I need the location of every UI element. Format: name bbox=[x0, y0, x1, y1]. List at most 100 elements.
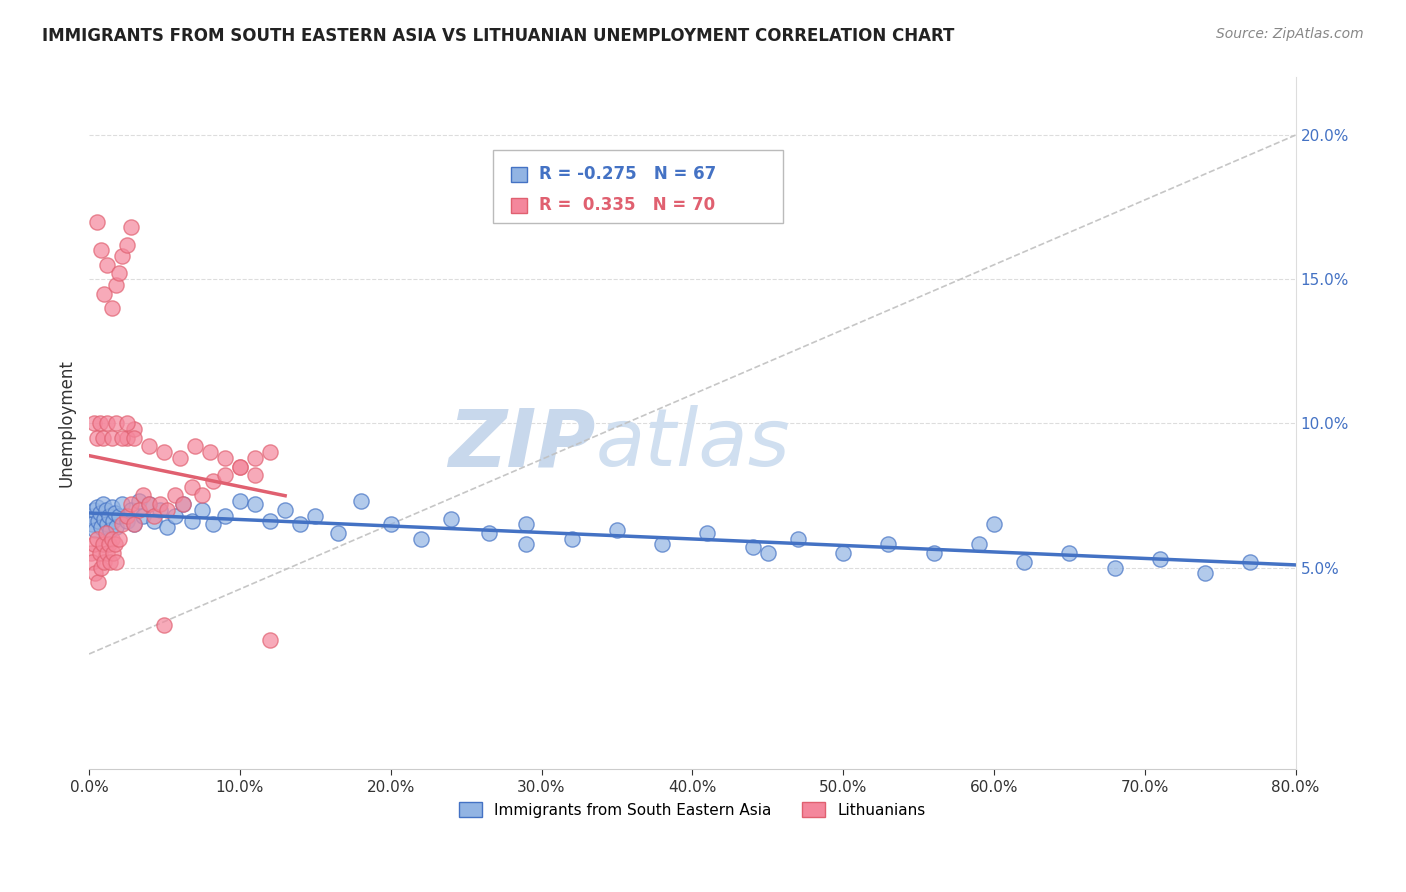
Point bbox=[115, 508, 138, 523]
Point bbox=[93, 511, 115, 525]
Point bbox=[80, 555, 103, 569]
Point bbox=[229, 459, 252, 474]
Point bbox=[138, 497, 160, 511]
Point bbox=[79, 546, 101, 560]
Point bbox=[105, 555, 128, 569]
Point bbox=[111, 249, 134, 263]
Point bbox=[79, 508, 101, 523]
Point bbox=[120, 220, 142, 235]
Point bbox=[89, 506, 111, 520]
Point bbox=[983, 517, 1005, 532]
Point bbox=[93, 555, 115, 569]
Point bbox=[84, 566, 107, 581]
Point bbox=[87, 574, 110, 589]
Point bbox=[132, 488, 155, 502]
Point bbox=[696, 525, 718, 540]
Point bbox=[169, 450, 191, 465]
Point bbox=[97, 537, 120, 551]
Point bbox=[100, 431, 122, 445]
Point bbox=[96, 546, 118, 560]
Point bbox=[156, 503, 179, 517]
Point bbox=[1239, 555, 1261, 569]
Point bbox=[651, 537, 673, 551]
Point bbox=[201, 517, 224, 532]
Point bbox=[922, 546, 945, 560]
Point bbox=[111, 517, 134, 532]
Point bbox=[89, 417, 111, 431]
Point bbox=[229, 494, 252, 508]
Point bbox=[80, 517, 103, 532]
Point bbox=[180, 480, 202, 494]
Point bbox=[115, 515, 138, 529]
Point bbox=[606, 523, 628, 537]
Point bbox=[478, 525, 501, 540]
Point bbox=[380, 517, 402, 532]
Point bbox=[91, 497, 114, 511]
Point bbox=[132, 508, 155, 523]
Point bbox=[163, 508, 186, 523]
Point bbox=[83, 503, 105, 517]
Point bbox=[86, 214, 108, 228]
Point bbox=[124, 517, 146, 532]
Point bbox=[128, 494, 150, 508]
Point bbox=[191, 503, 214, 517]
Point bbox=[100, 500, 122, 514]
Point bbox=[153, 618, 176, 632]
FancyBboxPatch shape bbox=[494, 150, 783, 223]
Point bbox=[103, 515, 125, 529]
Point bbox=[94, 503, 117, 517]
Point bbox=[741, 541, 763, 555]
Point bbox=[877, 537, 900, 551]
Point bbox=[83, 537, 105, 551]
Point bbox=[103, 546, 125, 560]
Point bbox=[124, 517, 146, 532]
Point bbox=[149, 497, 172, 511]
Point bbox=[105, 520, 128, 534]
Text: ZIP: ZIP bbox=[449, 405, 596, 483]
Text: IMMIGRANTS FROM SOUTH EASTERN ASIA VS LITHUANIAN UNEMPLOYMENT CORRELATION CHART: IMMIGRANTS FROM SOUTH EASTERN ASIA VS LI… bbox=[42, 27, 955, 45]
Point bbox=[515, 537, 537, 551]
Point bbox=[115, 237, 138, 252]
Point bbox=[967, 537, 990, 551]
Point bbox=[786, 532, 808, 546]
Point bbox=[156, 520, 179, 534]
Bar bbox=[512, 167, 527, 182]
Point bbox=[111, 497, 134, 511]
Point bbox=[90, 560, 112, 574]
Point bbox=[94, 525, 117, 540]
Point bbox=[84, 523, 107, 537]
Point bbox=[172, 497, 194, 511]
Point bbox=[259, 515, 281, 529]
Point bbox=[124, 422, 146, 436]
Point bbox=[214, 468, 236, 483]
Point bbox=[149, 503, 172, 517]
Point bbox=[105, 278, 128, 293]
Point bbox=[214, 450, 236, 465]
Point bbox=[163, 488, 186, 502]
Text: Source: ZipAtlas.com: Source: ZipAtlas.com bbox=[1216, 27, 1364, 41]
Point bbox=[96, 417, 118, 431]
Point bbox=[91, 431, 114, 445]
Point bbox=[183, 439, 205, 453]
Point bbox=[108, 267, 131, 281]
Legend: Immigrants from South Eastern Asia, Lithuanians: Immigrants from South Eastern Asia, Lith… bbox=[453, 796, 932, 824]
Point bbox=[89, 546, 111, 560]
Point bbox=[180, 515, 202, 529]
Point bbox=[756, 546, 779, 560]
Point bbox=[96, 258, 118, 272]
Point bbox=[120, 503, 142, 517]
Point bbox=[243, 497, 266, 511]
Point bbox=[153, 445, 176, 459]
Point bbox=[274, 503, 297, 517]
Point bbox=[120, 497, 142, 511]
Point bbox=[349, 494, 371, 508]
Point bbox=[243, 450, 266, 465]
Point bbox=[1059, 546, 1081, 560]
Point bbox=[86, 431, 108, 445]
Point bbox=[326, 525, 349, 540]
Point bbox=[1104, 560, 1126, 574]
Point bbox=[90, 244, 112, 258]
Point bbox=[104, 506, 127, 520]
Point bbox=[1194, 566, 1216, 581]
Point bbox=[515, 517, 537, 532]
